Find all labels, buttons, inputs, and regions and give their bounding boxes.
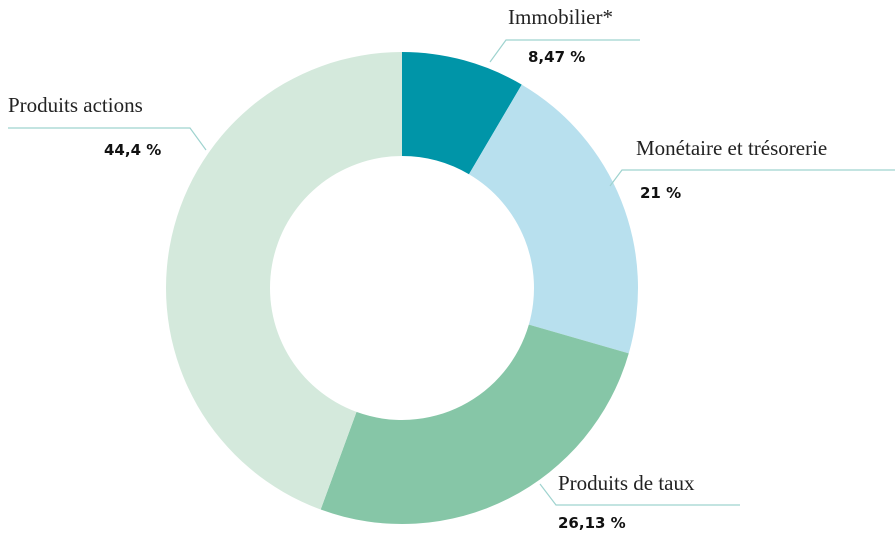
- donut-slice: [320, 324, 629, 524]
- donut-slice: [402, 52, 522, 175]
- value-label: 44,4 %: [104, 141, 161, 159]
- donut-slice: [468, 84, 638, 354]
- slice-label: Produits actions: [8, 93, 143, 117]
- leader-line: [489, 39, 640, 63]
- slice-label: Monétaire et trésorerie: [636, 136, 827, 160]
- slice-label: Produits de taux: [558, 471, 695, 495]
- leader-line: [8, 127, 207, 151]
- leader-line: [609, 169, 895, 187]
- value-label: 21 %: [640, 184, 681, 202]
- donut-slice: [165, 52, 402, 510]
- value-label: 26,13 %: [558, 514, 626, 532]
- slice-label: Immobilier*: [508, 5, 613, 29]
- value-label: 8,47 %: [528, 48, 585, 66]
- leader-line: [539, 483, 740, 506]
